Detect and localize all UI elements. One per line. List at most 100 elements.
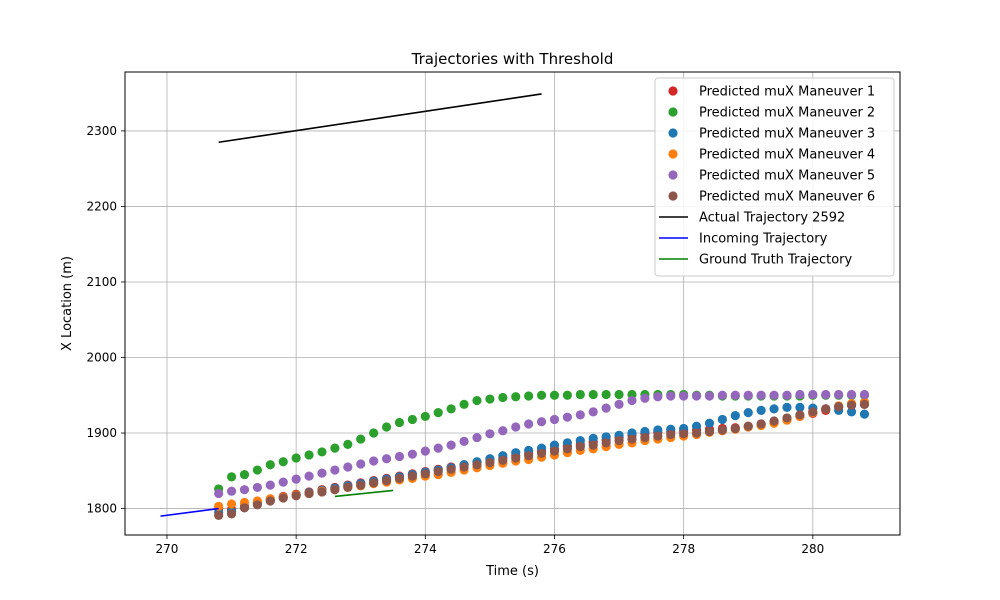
data-point bbox=[782, 402, 792, 412]
data-point bbox=[691, 391, 702, 401]
plot-area-frame bbox=[124, 71, 901, 536]
data-point bbox=[356, 459, 366, 469]
data-point bbox=[433, 466, 443, 477]
data-point bbox=[653, 392, 663, 402]
legend-marker bbox=[668, 170, 678, 180]
y-tick-label: 1800 bbox=[86, 502, 117, 516]
data-point bbox=[821, 404, 831, 414]
x-tick-label: 276 bbox=[543, 542, 566, 556]
series-line-actual-trajectory-2592 bbox=[218, 93, 542, 144]
data-point bbox=[459, 436, 469, 446]
legend-label: Predicted muX Maneuver 6 bbox=[699, 190, 875, 205]
legend-label: Predicted muX Maneuver 1 bbox=[699, 85, 875, 100]
data-point bbox=[782, 413, 792, 423]
data-point bbox=[549, 390, 560, 400]
data-point bbox=[394, 451, 405, 462]
data-point bbox=[265, 496, 275, 506]
x-axis-label: Time (s) bbox=[485, 564, 539, 579]
legend-label: Actual Trajectory 2592 bbox=[699, 211, 845, 226]
y-tick-label: 2100 bbox=[86, 275, 117, 289]
data-point bbox=[433, 408, 443, 418]
data-point bbox=[756, 405, 766, 415]
data-point bbox=[343, 439, 353, 449]
data-point bbox=[808, 407, 818, 417]
data-point bbox=[343, 462, 353, 472]
axis-ticks: 270 272 274 276 278 280 1800 1900 2000 2100 2200 23… bbox=[86, 124, 824, 556]
data-point bbox=[834, 389, 844, 400]
data-point bbox=[562, 444, 572, 454]
data-point bbox=[356, 434, 366, 444]
plot-data bbox=[160, 93, 870, 520]
data-point bbox=[317, 468, 327, 478]
series-predicted-mux-maneuver-6 bbox=[214, 399, 870, 520]
data-point bbox=[472, 395, 482, 406]
data-point bbox=[717, 390, 727, 400]
data-point bbox=[291, 453, 301, 463]
data-point bbox=[743, 421, 753, 431]
data-point bbox=[549, 446, 560, 456]
data-point bbox=[407, 471, 417, 481]
data-point bbox=[226, 509, 237, 519]
legend-marker bbox=[668, 191, 678, 201]
data-point bbox=[524, 419, 534, 429]
legend-marker bbox=[668, 128, 678, 138]
legend-label: Predicted muX Maneuver 3 bbox=[699, 127, 875, 142]
data-point bbox=[446, 440, 456, 450]
data-point bbox=[498, 392, 508, 403]
data-point bbox=[666, 429, 676, 440]
data-point bbox=[756, 390, 766, 400]
data-point bbox=[278, 457, 288, 467]
y-tick-label: 2200 bbox=[86, 199, 117, 213]
data-point bbox=[575, 410, 585, 420]
data-point bbox=[679, 429, 689, 439]
data-point bbox=[601, 438, 611, 448]
data-point bbox=[265, 480, 275, 490]
data-point bbox=[239, 503, 250, 513]
data-point bbox=[640, 432, 650, 443]
data-point bbox=[381, 454, 392, 464]
data-point bbox=[704, 418, 715, 428]
x-tick-label: 274 bbox=[414, 542, 437, 556]
data-point bbox=[859, 399, 870, 409]
data-point bbox=[239, 485, 250, 495]
data-point bbox=[420, 469, 430, 479]
data-point bbox=[601, 403, 611, 413]
series-predicted-mux-maneuver-5 bbox=[214, 389, 870, 499]
data-point bbox=[394, 473, 405, 483]
data-point bbox=[704, 391, 715, 401]
data-point bbox=[214, 488, 224, 499]
data-point bbox=[291, 474, 301, 484]
data-point bbox=[614, 389, 624, 400]
data-point bbox=[278, 477, 288, 487]
data-point bbox=[562, 412, 572, 422]
series-line-incoming-trajectory bbox=[160, 507, 219, 517]
data-point bbox=[536, 390, 547, 400]
data-point bbox=[472, 460, 482, 470]
data-point bbox=[782, 390, 792, 400]
data-point bbox=[524, 451, 534, 461]
data-point bbox=[330, 443, 340, 453]
data-point bbox=[356, 480, 366, 490]
data-point bbox=[407, 414, 417, 425]
data-point bbox=[588, 389, 598, 400]
legend-label: Predicted muX Maneuver 5 bbox=[699, 169, 875, 184]
data-point bbox=[239, 469, 250, 480]
data-point bbox=[304, 450, 314, 460]
data-point bbox=[252, 465, 262, 475]
data-point bbox=[808, 389, 818, 400]
data-point bbox=[846, 407, 857, 417]
data-point bbox=[717, 425, 727, 435]
data-point bbox=[407, 449, 417, 459]
legend-marker bbox=[668, 107, 678, 117]
x-tick-label: 280 bbox=[801, 542, 824, 556]
data-point bbox=[679, 391, 689, 401]
data-point bbox=[381, 422, 392, 432]
data-point bbox=[226, 472, 237, 482]
data-point bbox=[601, 389, 611, 400]
data-point bbox=[485, 457, 495, 468]
x-tick-label: 272 bbox=[285, 542, 308, 556]
data-point bbox=[704, 426, 715, 437]
data-point bbox=[640, 393, 650, 403]
data-point bbox=[859, 389, 870, 400]
data-point bbox=[846, 400, 857, 410]
